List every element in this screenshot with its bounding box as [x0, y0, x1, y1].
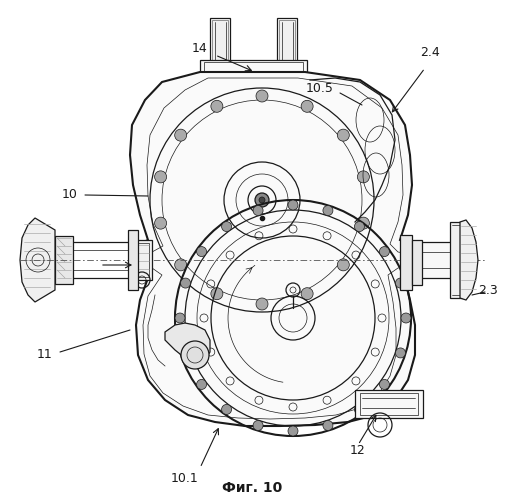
Circle shape: [323, 420, 333, 430]
Bar: [412, 240, 422, 285]
Circle shape: [222, 222, 232, 232]
Circle shape: [301, 100, 313, 112]
Bar: [405, 242, 460, 278]
Polygon shape: [460, 220, 478, 300]
Bar: [204, 62, 303, 76]
Circle shape: [256, 90, 268, 102]
Circle shape: [288, 200, 298, 210]
Circle shape: [337, 259, 349, 271]
Bar: [450, 222, 466, 298]
Circle shape: [211, 288, 223, 300]
Circle shape: [288, 426, 298, 436]
Circle shape: [180, 278, 190, 288]
Circle shape: [355, 222, 365, 232]
Bar: [133, 243, 149, 277]
Circle shape: [358, 217, 369, 229]
Polygon shape: [20, 218, 55, 302]
Circle shape: [323, 206, 333, 216]
Bar: [128, 230, 138, 290]
Circle shape: [256, 298, 268, 310]
Circle shape: [253, 420, 263, 430]
Text: 10: 10: [62, 188, 78, 202]
Circle shape: [196, 246, 207, 256]
Circle shape: [181, 341, 209, 369]
Bar: [212, 20, 228, 70]
Text: Фиг. 10: Фиг. 10: [222, 481, 282, 495]
Polygon shape: [165, 323, 210, 362]
Bar: [400, 235, 412, 290]
Text: 10.1: 10.1: [171, 472, 199, 484]
Text: 11: 11: [37, 348, 53, 362]
Circle shape: [180, 348, 190, 358]
Circle shape: [337, 129, 349, 141]
Text: 14: 14: [192, 42, 208, 54]
Bar: [355, 390, 423, 418]
Text: 2.3: 2.3: [478, 284, 498, 296]
Text: 2.4: 2.4: [420, 46, 440, 59]
Bar: [55, 236, 73, 284]
Circle shape: [253, 206, 263, 216]
Bar: [279, 20, 295, 70]
Bar: [55, 242, 135, 278]
Circle shape: [301, 288, 313, 300]
Circle shape: [175, 259, 187, 271]
Circle shape: [255, 193, 269, 207]
Polygon shape: [95, 72, 445, 426]
Text: 12: 12: [350, 444, 366, 456]
Text: 10.5: 10.5: [306, 82, 334, 94]
Circle shape: [259, 197, 265, 203]
Circle shape: [155, 217, 167, 229]
Circle shape: [358, 171, 369, 183]
Circle shape: [222, 404, 232, 414]
Bar: [277, 18, 297, 73]
Circle shape: [175, 129, 187, 141]
Circle shape: [395, 278, 406, 288]
Circle shape: [379, 246, 389, 256]
Circle shape: [211, 100, 223, 112]
Circle shape: [401, 313, 411, 323]
Circle shape: [155, 171, 167, 183]
Bar: [200, 60, 307, 78]
Circle shape: [175, 313, 185, 323]
Bar: [210, 18, 230, 73]
Circle shape: [355, 404, 365, 414]
Bar: [130, 240, 152, 280]
Circle shape: [196, 380, 207, 390]
Bar: [360, 393, 418, 415]
Circle shape: [395, 348, 406, 358]
Circle shape: [379, 380, 389, 390]
